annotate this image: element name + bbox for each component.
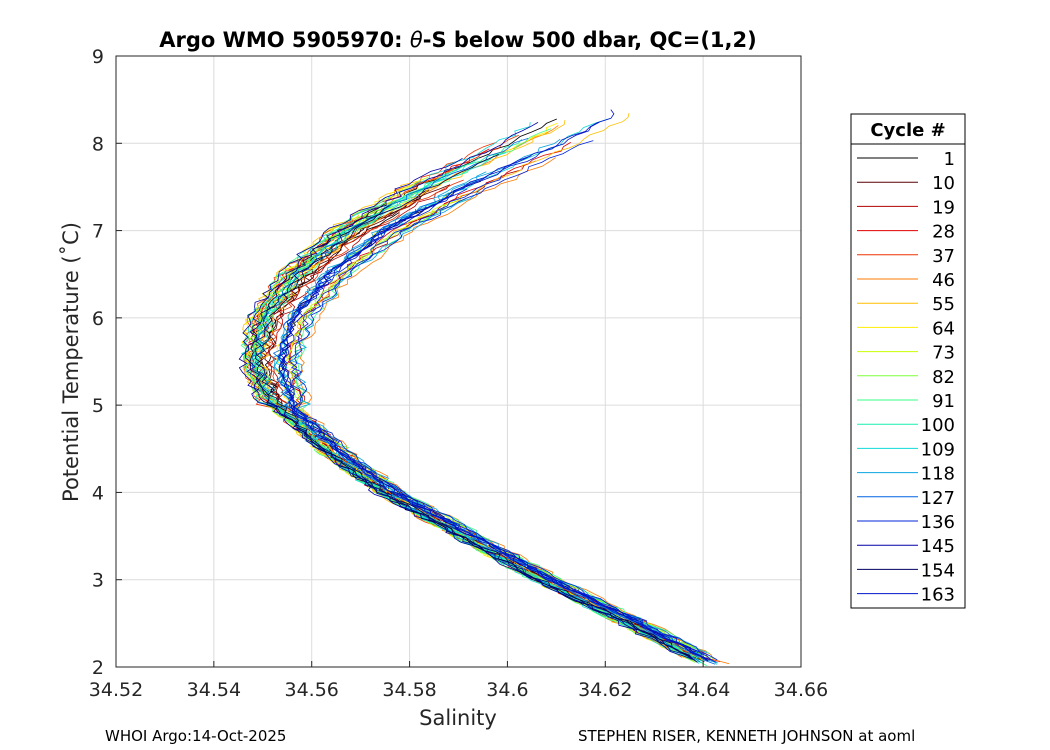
legend-label: 118 — [921, 464, 955, 485]
legend-label: 109 — [921, 439, 955, 460]
x-tick-label: 34.6 — [486, 679, 528, 701]
x-tick-label: 34.58 — [382, 679, 436, 701]
legend-label: 10 — [932, 173, 955, 194]
profile-lines — [238, 109, 730, 666]
x-axis-label: Salinity — [419, 706, 497, 730]
profile-line — [291, 140, 718, 661]
x-tick-label: 34.62 — [578, 679, 632, 701]
y-tick-label: 5 — [92, 395, 104, 417]
profile-line — [277, 155, 717, 663]
footer-right: STEPHEN RISER, KENNETH JOHNSON at aoml — [578, 727, 915, 745]
plot-area — [116, 56, 801, 667]
legend-label: 19 — [932, 197, 955, 218]
profile-line — [254, 205, 693, 660]
legend: Cycle # 1 10 19 28 37 46 55 64 73 82 91 100 109 118 12… — [850, 113, 966, 609]
y-axis-label: Potential Temperature (˚C) — [59, 222, 83, 502]
x-tick-label: 34.52 — [89, 679, 143, 701]
profile-line — [281, 188, 713, 661]
profile-line — [281, 121, 709, 660]
legend-label: 64 — [932, 318, 955, 339]
profile-line — [278, 109, 708, 660]
y-tick-label: 9 — [92, 46, 104, 68]
legend-label: 163 — [921, 585, 955, 606]
legend-label: 46 — [932, 270, 955, 291]
footer-left: WHOI Argo:14-Oct-2025 — [105, 727, 286, 745]
legend-label: 91 — [932, 391, 955, 412]
y-tick-label: 4 — [92, 482, 104, 504]
profile-line — [255, 128, 707, 666]
x-tick-label: 34.54 — [187, 679, 241, 701]
legend-label: 55 — [932, 294, 955, 315]
profile-line — [272, 209, 701, 660]
profile-line — [240, 122, 700, 664]
x-tick-label: 34.66 — [774, 679, 828, 701]
x-tick-labels: 34.52 34.54 34.56 34.58 34.6 34.62 34.64 34.66 — [89, 661, 828, 701]
legend-label: 28 — [932, 222, 955, 243]
legend-title: Cycle # — [870, 120, 945, 141]
chart-title: Argo WMO 5905970: θ-S below 500 dbar, QC… — [159, 28, 756, 52]
legend-label: 100 — [921, 415, 955, 436]
y-tick-label: 3 — [92, 570, 104, 592]
legend-label: 37 — [932, 246, 955, 267]
plot-frame — [115, 55, 802, 668]
legend-label: 127 — [921, 488, 955, 509]
legend-label: 73 — [932, 343, 955, 364]
y-tick-labels: 2 3 4 5 6 7 8 9 — [92, 46, 122, 679]
legend-label: 145 — [921, 536, 955, 557]
x-tick-label: 34.64 — [676, 679, 730, 701]
legend-label: 154 — [921, 560, 955, 581]
legend-entries: 1 10 19 28 37 46 55 64 73 82 91 100 109 118 127 136 145 1… — [857, 149, 955, 606]
x-tick-label: 34.56 — [285, 679, 339, 701]
y-tick-label: 6 — [92, 308, 104, 330]
legend-label: 82 — [932, 367, 955, 388]
legend-box — [850, 113, 966, 609]
y-tick-label: 7 — [92, 221, 104, 243]
y-tick-label: 8 — [92, 133, 104, 155]
legend-label: 136 — [921, 512, 955, 533]
y-tick-label: 2 — [92, 657, 104, 679]
legend-label: 1 — [944, 149, 955, 170]
profile-line — [238, 157, 696, 661]
grid-lines — [116, 56, 801, 667]
